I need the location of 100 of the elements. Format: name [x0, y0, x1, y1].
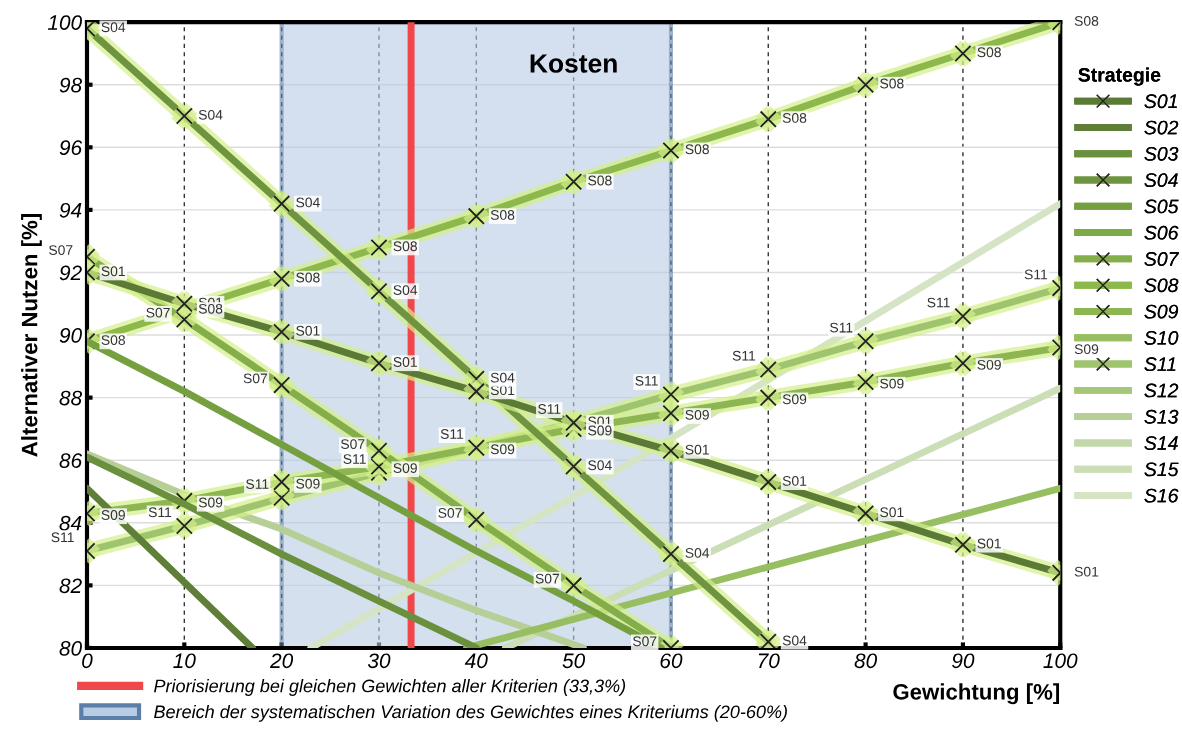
text: S08 — [880, 78, 904, 89]
text: S08 — [296, 272, 320, 283]
legend-label: S05 — [1144, 199, 1179, 214]
y-axis-title: Alternativer Nutzen [%] — [21, 214, 42, 457]
text: S09 — [782, 394, 807, 405]
text: S01 — [490, 385, 515, 396]
text: S11 — [538, 404, 561, 414]
legend-label: Bereich der systematischen Variation des Gewichtes eines Kriteriums (20-60%) — [154, 704, 787, 722]
text: S04 — [685, 547, 710, 558]
text: S08 — [782, 113, 807, 123]
text: S04 — [588, 460, 612, 471]
legend-label: S04 — [1144, 173, 1178, 187]
text: S07 — [535, 573, 560, 584]
y-tick-label: 84 — [59, 515, 82, 531]
x-tick-label: 10 — [173, 653, 196, 669]
text: S09 — [296, 478, 320, 489]
text: S07 — [146, 307, 170, 318]
legend-title: Strategie — [1078, 67, 1161, 86]
text: S09 — [977, 359, 1001, 370]
legend-label: S14 — [1144, 436, 1178, 450]
text: S09 — [685, 409, 709, 420]
text: S09 — [1074, 344, 1099, 355]
x-tick-label: 60 — [660, 653, 683, 669]
legend-label: Priorisierung bei gleichen Gewichten aller Kriterien (33,3%) — [154, 679, 626, 696]
x-tick-label: 40 — [464, 653, 488, 669]
legend-label: S03 — [1144, 146, 1179, 161]
x-tick-label: 80 — [854, 653, 878, 669]
text: S01 — [685, 444, 709, 455]
text: S01 — [1074, 566, 1099, 577]
legend-label: S02 — [1144, 120, 1179, 135]
text: S01 — [296, 325, 320, 336]
y-tick-label: 92 — [59, 265, 82, 281]
legend-label: S09 — [1144, 304, 1179, 319]
x-tick-label: 90 — [952, 653, 975, 669]
y-tick-label: 100 — [47, 15, 82, 30]
text: S07 — [243, 373, 268, 384]
x-tick-label: 70 — [758, 653, 780, 669]
legend-label: S07 — [1144, 252, 1180, 266]
text: S08 — [588, 175, 612, 186]
text: S11 — [1024, 269, 1048, 280]
legend-label: S15 — [1144, 462, 1179, 477]
text: S04 — [490, 372, 515, 383]
text: S09 — [588, 425, 612, 436]
text: S11 — [927, 297, 950, 308]
text: S11 — [343, 454, 366, 464]
text: S09 — [198, 497, 223, 508]
text: S09 — [490, 444, 515, 455]
text: S04 — [393, 285, 418, 295]
text: S01 — [588, 416, 612, 427]
legend-label: S12 — [1144, 383, 1179, 398]
text: S01 — [880, 507, 904, 518]
text: S09 — [393, 463, 417, 473]
text: S11 — [830, 322, 853, 333]
y-tick-label: 86 — [59, 453, 83, 468]
y-tick-label: 98 — [59, 77, 83, 93]
x-tick-label: 100 — [1043, 653, 1078, 669]
legend-label: S16 — [1144, 488, 1179, 503]
x-tick-label: 0 — [82, 653, 93, 669]
legend-label: S13 — [1144, 409, 1179, 424]
text: S08 — [101, 335, 125, 346]
text: S11 — [148, 507, 172, 518]
text: S01 — [977, 538, 1001, 549]
x-tick-label: 50 — [562, 653, 586, 669]
y-tick-label: 80 — [59, 640, 82, 656]
y-tick-label: 88 — [59, 390, 83, 406]
x-tick-label: 30 — [367, 653, 391, 669]
y-tick-label: 82 — [59, 578, 82, 594]
y-tick-label: 96 — [59, 140, 83, 156]
legend-label: S10 — [1144, 330, 1179, 345]
text: S07 — [632, 636, 657, 647]
text: S11 — [732, 350, 756, 361]
text: S04 — [198, 109, 223, 120]
x-tick-label: 20 — [269, 653, 294, 669]
text: Kosten — [530, 54, 617, 73]
text: S04 — [782, 635, 807, 646]
legend-label: S01 — [1144, 94, 1177, 109]
text: S11 — [246, 479, 269, 489]
y-tick-label: 90 — [59, 328, 82, 343]
text: S01 — [393, 357, 417, 367]
text: S07 — [341, 439, 365, 449]
legend-label: S06 — [1144, 225, 1179, 240]
text: S07 — [438, 508, 462, 518]
legend-label: S08 — [1144, 278, 1179, 293]
y-tick-label: 94 — [59, 202, 82, 218]
text: S08 — [1074, 16, 1099, 26]
text: S01 — [782, 476, 807, 486]
text: S08 — [685, 144, 709, 155]
text: S01 — [101, 266, 125, 277]
text: S04 — [101, 22, 126, 33]
text: S11 — [635, 375, 658, 386]
x-axis-title: Gewichtung [%] — [893, 683, 1060, 705]
text: S11 — [51, 532, 74, 543]
text: S07 — [49, 245, 73, 255]
text: S04 — [296, 197, 320, 208]
text: S08 — [490, 210, 515, 220]
text: S09 — [880, 378, 904, 389]
text: S08 — [977, 47, 1001, 58]
text: S09 — [101, 510, 125, 520]
text: S08 — [393, 241, 417, 252]
legend-label: S11 — [1144, 357, 1176, 372]
